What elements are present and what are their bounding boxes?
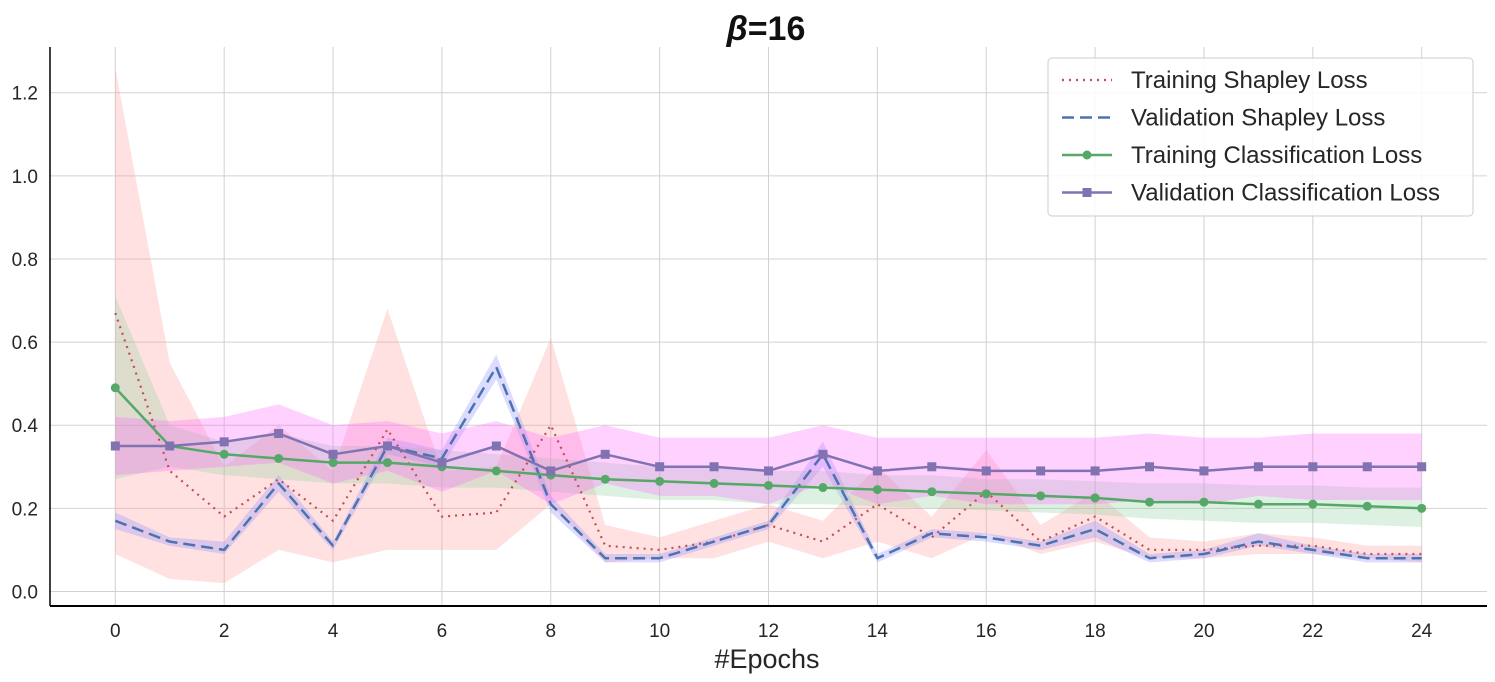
- point-series-2: [328, 458, 338, 468]
- point-series-2: [1145, 497, 1155, 507]
- point-series-3: [1253, 462, 1263, 472]
- x-tick-label: 6: [437, 621, 448, 642]
- point-series-3: [219, 437, 229, 447]
- point-series-2: [981, 489, 991, 499]
- point-series-2: [382, 458, 392, 468]
- x-tick-label: 22: [1302, 621, 1323, 642]
- x-tick-label: 24: [1411, 621, 1433, 642]
- point-series-3: [437, 458, 447, 468]
- point-series-2: [872, 485, 882, 495]
- x-tick-label: 14: [867, 621, 889, 642]
- line-series-0: [114, 312, 1422, 556]
- point-series-2: [1308, 499, 1318, 509]
- axes: [49, 47, 1487, 607]
- x-tick-label: 16: [976, 621, 997, 642]
- legend: Training Shapley Loss Validation Shapley …: [1047, 57, 1474, 217]
- point-series-3: [110, 441, 120, 451]
- point-series-3: [382, 441, 392, 451]
- point-series-3: [764, 466, 773, 476]
- point-series-3: [927, 462, 937, 472]
- legend-marker-3: [1082, 188, 1092, 197]
- chart-title-rest: =16: [748, 10, 806, 48]
- y-tick-label: 0.2: [12, 499, 38, 520]
- point-series-2: [709, 478, 719, 488]
- point-series-3: [1036, 466, 1046, 476]
- point-series-3: [818, 449, 828, 459]
- point-series-3: [655, 462, 665, 472]
- point-series-3: [872, 466, 882, 476]
- y-tick-label: 0.8: [12, 250, 38, 271]
- point-series-2: [1417, 503, 1427, 513]
- legend-label-0: Training Shapley Loss: [1131, 67, 1368, 94]
- x-tick-label: 8: [545, 621, 556, 642]
- x-tick-label: 20: [1193, 621, 1214, 642]
- point-series-2: [1362, 501, 1372, 511]
- y-tick-label: 0.4: [12, 416, 39, 437]
- y-tick-label: 1.2: [12, 84, 38, 105]
- point-series-2: [655, 476, 665, 486]
- legend-label-2: Training Classification Loss: [1131, 142, 1422, 169]
- point-series-2: [1199, 497, 1209, 507]
- x-tick-label: 2: [219, 621, 230, 642]
- legend-marker-2: [1082, 150, 1092, 160]
- point-series-3: [1362, 462, 1372, 472]
- chart-title: β=16: [726, 10, 806, 48]
- y-tick-label: 1.0: [12, 167, 38, 188]
- line-series-1: [114, 365, 1422, 560]
- tick-labels: 0 2 4 6 8 10 12 14 16 18 20 22 240.00.20.40.60.81.01…: [12, 84, 1433, 642]
- point-series-2: [818, 483, 828, 493]
- point-series-3: [1090, 466, 1100, 476]
- point-series-2: [219, 449, 229, 459]
- series-markers: [110, 383, 1427, 513]
- x-tick-label: 12: [758, 621, 779, 642]
- point-series-3: [1308, 462, 1318, 472]
- point-series-3: [274, 429, 284, 439]
- point-series-3: [165, 441, 175, 451]
- point-series-3: [1199, 466, 1209, 476]
- legend-label-1: Validation Shapley Loss: [1131, 105, 1385, 132]
- x-axis-title: #Epochs: [714, 644, 819, 674]
- y-tick-label: 0.0: [12, 582, 38, 603]
- point-series-3: [1145, 462, 1155, 472]
- point-series-2: [1036, 491, 1046, 501]
- point-series-2: [764, 480, 773, 490]
- band-series-3: [115, 404, 1422, 505]
- point-series-3: [600, 449, 610, 459]
- x-tick-label: 18: [1085, 621, 1106, 642]
- point-series-2: [110, 383, 120, 393]
- x-tick-label: 0: [110, 621, 121, 642]
- x-tick-label: 4: [328, 621, 339, 642]
- y-tick-label: 0.6: [12, 333, 38, 354]
- point-series-2: [491, 466, 501, 476]
- chart-title-symbol: β: [726, 10, 748, 48]
- x-tick-label: 10: [649, 621, 670, 642]
- point-series-3: [709, 462, 719, 472]
- point-series-2: [1253, 499, 1263, 509]
- point-series-3: [491, 441, 501, 451]
- point-series-3: [546, 466, 556, 476]
- point-series-2: [1090, 493, 1100, 503]
- point-series-3: [981, 466, 991, 476]
- band-series-1: [115, 354, 1422, 563]
- point-series-3: [1417, 462, 1427, 472]
- point-series-2: [927, 487, 937, 497]
- legend-label-3: Validation Classification Loss: [1131, 180, 1440, 207]
- point-series-2: [600, 474, 610, 484]
- point-series-3: [328, 449, 338, 459]
- point-series-2: [274, 453, 284, 463]
- legend-box: [1047, 57, 1474, 217]
- band-series-0: [115, 67, 1422, 584]
